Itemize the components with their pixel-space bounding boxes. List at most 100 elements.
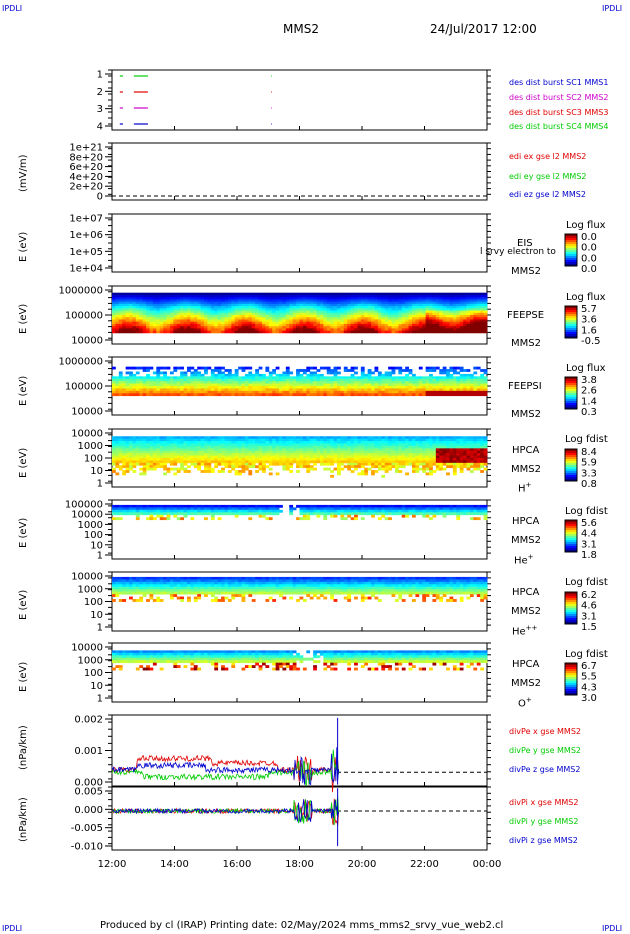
- spectro-cell: [238, 319, 242, 323]
- spectro-cell: [347, 303, 352, 307]
- spectro-cell: [200, 303, 205, 307]
- spectro-cell: [463, 381, 467, 384]
- spectro-cell: [323, 381, 328, 384]
- spectro-cell: [255, 376, 259, 380]
- spectro-cell: [118, 299, 123, 303]
- spectro-cell: [299, 297, 304, 300]
- spectro-cell: [251, 455, 256, 459]
- spectro-cell: [197, 441, 202, 444]
- spectro-cell: [425, 299, 430, 303]
- spectro-cell: [197, 376, 202, 380]
- spectro-cell: [302, 386, 307, 389]
- spectro-cell: [415, 462, 420, 466]
- spectro-cell: [463, 326, 467, 329]
- spectro-cell: [323, 376, 328, 380]
- spectro-cell: [279, 292, 283, 296]
- spectro-cell: [476, 301, 481, 305]
- spectro-cell: [340, 455, 345, 459]
- spectro-cell: [456, 376, 461, 380]
- spectro-cell: [146, 326, 150, 329]
- spectro-cell: [135, 319, 140, 323]
- spectro-cell: [381, 301, 386, 305]
- spectro-cell: [115, 458, 120, 461]
- spectro-cell: [149, 312, 154, 316]
- spectro-cell: [459, 297, 464, 300]
- spectro-cell: [313, 323, 317, 327]
- spectro-cell: [439, 330, 444, 334]
- spectro-cell: [374, 453, 379, 456]
- spectro-cell: [476, 312, 481, 316]
- spectro-cell: [112, 470, 116, 473]
- spectro-cell: [425, 297, 430, 300]
- spectro-cell: [309, 383, 314, 387]
- spectro-cell: [377, 323, 382, 327]
- spectro-cell: [279, 436, 283, 440]
- spectro-cell: [255, 450, 259, 454]
- spectro-cell: [476, 393, 481, 397]
- spectro-cell: [187, 436, 191, 440]
- spectro-cell: [354, 301, 358, 305]
- spectro-cell: [469, 376, 474, 380]
- spectro-cell: [391, 453, 396, 456]
- spectro-cell: [238, 381, 242, 384]
- spectro-cell: [268, 319, 273, 323]
- spectro-cell: [347, 390, 352, 394]
- spectro-cell: [343, 460, 348, 464]
- spectro-cell: [210, 294, 215, 298]
- spectro-cell: [391, 381, 396, 384]
- spectro-cell: [163, 294, 167, 298]
- spectro-cell: [214, 445, 219, 449]
- spectro-cell: [330, 383, 334, 387]
- spectro-cell: [125, 438, 130, 442]
- spectro-cell: [122, 328, 127, 332]
- spectro-cell: [374, 319, 379, 323]
- spectro-cell: [333, 443, 338, 447]
- spectro-cell: [221, 445, 225, 449]
- spectro-cell: [152, 315, 157, 318]
- spectro-cell: [473, 306, 478, 309]
- spectro-cell: [439, 317, 444, 320]
- spectro-cell: [255, 381, 259, 384]
- spectro-cell: [268, 388, 273, 392]
- spectro-cell: [156, 455, 161, 459]
- spectro-cell: [429, 472, 433, 476]
- spectro-cell: [309, 315, 314, 318]
- spectro-cell: [302, 445, 307, 449]
- ytick-label: 6e+20: [69, 162, 103, 173]
- spectro-cell: [333, 458, 338, 461]
- spectro-cell: [391, 445, 396, 449]
- spectro-cell: [446, 441, 450, 444]
- spectro-cell: [262, 292, 266, 296]
- spectro-cell: [466, 390, 471, 394]
- spectro-cell: [330, 441, 334, 444]
- spectro-cell: [282, 443, 287, 447]
- spectro-cell: [193, 312, 198, 316]
- spectro-cell: [302, 328, 307, 332]
- spectro-cell: [169, 393, 174, 397]
- spectro-cell: [210, 292, 215, 296]
- spectro-cell: [200, 306, 205, 309]
- spectro-cell: [180, 390, 184, 394]
- spectro-cell: [244, 292, 249, 296]
- spectro-cell: [214, 381, 219, 384]
- spectro-cell: [466, 326, 471, 329]
- spectro-cell: [432, 294, 437, 298]
- spectro-cell: [210, 381, 215, 384]
- spectro-cell: [183, 386, 188, 389]
- spectro-cell: [262, 383, 266, 387]
- spectro-cell: [296, 315, 300, 318]
- spectro-cell: [224, 292, 229, 296]
- spectro-cell: [190, 388, 195, 392]
- spectro-cell: [408, 393, 413, 397]
- spectro-cell: [442, 319, 447, 323]
- spectro-cell: [197, 321, 202, 325]
- spectro-cell: [371, 450, 375, 454]
- spectro-cell: [374, 438, 379, 442]
- spectro-cell: [384, 443, 389, 447]
- spectro-cell: [112, 306, 116, 309]
- spectro-cell: [313, 386, 317, 389]
- spectro-cell: [207, 460, 212, 464]
- spectro-cell: [231, 465, 236, 469]
- spectro-cell: [323, 386, 328, 389]
- spectro-cell: [480, 321, 484, 325]
